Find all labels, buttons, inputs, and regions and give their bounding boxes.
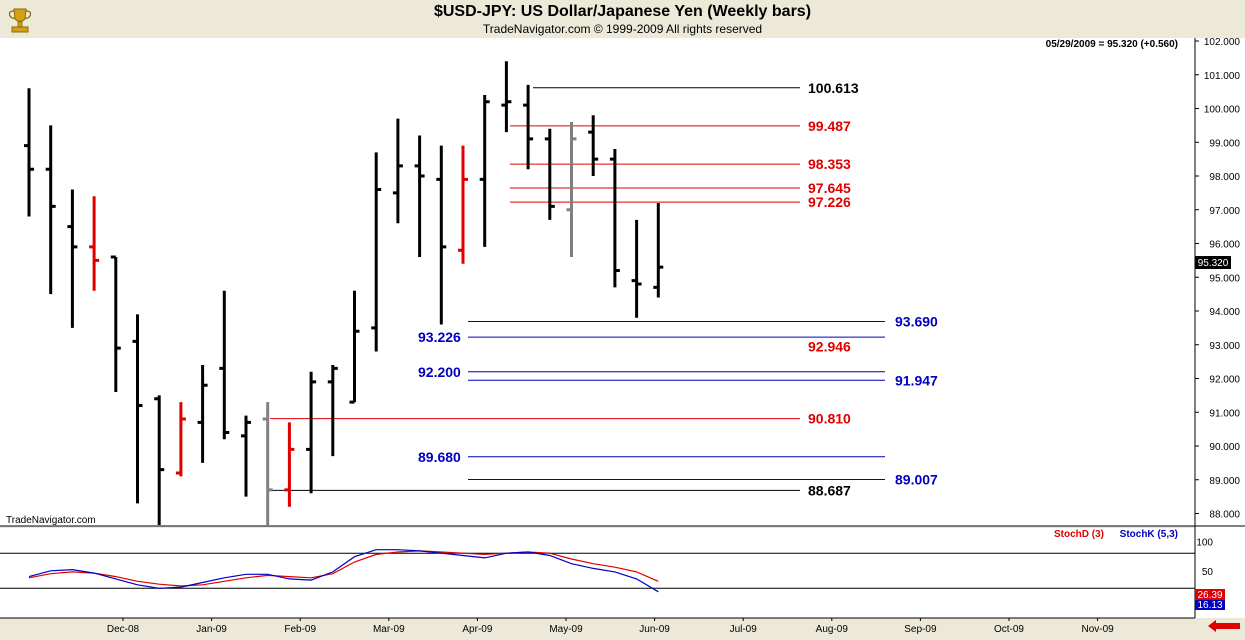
y-tick-label: 88.000 [1209,510,1240,521]
x-tick-label: Aug-09 [816,624,849,635]
level-label: 89.680 [418,449,461,465]
stoch-d-box [1195,589,1225,600]
stoch-tick-label: 50 [1202,567,1214,578]
x-tick-label: May-09 [549,624,583,635]
level-label: 98.353 [808,156,851,172]
level-label: 88.687 [808,482,851,498]
level-label: 90.810 [808,411,851,427]
stoch-k-value: 16.13 [1197,600,1222,611]
x-tick-label: Jan-09 [196,624,227,635]
level-label: 97.226 [808,194,851,210]
level-label: 99.487 [808,118,851,134]
level-label: 100.613 [808,80,859,96]
y-tick-label: 92.000 [1209,375,1240,386]
trophy-logo-icon [8,8,32,33]
price-axis-panel [1195,38,1245,618]
price-bars [24,61,664,525]
y-tick-label: 91.000 [1209,408,1240,419]
x-tick-label: Jun-09 [639,624,670,635]
watermark: TradeNavigator.com [6,515,96,526]
stoch-tick-label: 100 [1196,538,1213,549]
x-tick-label: Nov-09 [1081,624,1114,635]
stoch-d-legend: StochD (3) [1054,529,1104,540]
stoch-k-box [1195,600,1225,610]
x-tick-label: Jul-09 [730,624,758,635]
last-quote: 05/29/2009 = 95.320 (+0.560) [1046,39,1178,50]
level-label: 89.007 [895,472,938,488]
x-tick-label: Dec-08 [107,624,140,635]
stoch-k-legend: StochK (5,3) [1120,529,1178,540]
level-label: 93.690 [895,313,938,329]
last-price-label: 95.320 [1198,258,1229,269]
y-tick-label: 94.000 [1209,307,1240,318]
y-tick-label: 96.000 [1209,240,1240,251]
level-label: 92.946 [808,339,851,355]
y-tick-label: 89.000 [1209,476,1240,487]
page-subtitle: TradeNavigator.com © 1999-2009 All right… [482,22,763,36]
x-tick-label: Oct-09 [994,624,1024,635]
scroll-left-arrow-icon[interactable] [1208,620,1240,632]
level-label: 97.645 [808,180,851,196]
y-tick-label: 93.000 [1209,341,1240,352]
y-tick-label: 100.000 [1204,105,1241,116]
level-label: 92.200 [418,364,461,380]
x-tick-label: Sep-09 [904,624,937,635]
y-tick-label: 101.000 [1204,71,1241,82]
y-tick-label: 98.000 [1209,172,1240,183]
x-tick-label: Feb-09 [284,624,316,635]
level-label: 93.226 [418,329,461,345]
y-tick-label: 102.000 [1204,37,1241,48]
stochastic-lines: 100500 [0,538,1214,607]
x-tick-label: Apr-09 [462,624,492,635]
x-axis-ticks: Dec-08 Jan-09 Feb-09 Mar-09 Apr-09 May-09 Jun-… [107,618,1114,635]
stochastic-panel [0,528,1195,618]
y-tick-label: 95.000 [1209,273,1240,284]
x-tick-label: Mar-09 [373,624,405,635]
last-price-box [1195,256,1231,269]
price-panel [0,38,1195,526]
page-title: $USD-JPY: US Dollar/Japanese Yen (Weekly… [433,3,812,20]
y-tick-label: 99.000 [1209,138,1240,149]
level-label: 91.947 [895,372,938,388]
y-axis-ticks: 102.000 101.000 100.000 99.000 98.000 97.000 9… [1195,37,1240,521]
stoch-d-line [28,550,659,587]
y-tick-label: 97.000 [1209,206,1240,217]
y-tick-label: 90.000 [1209,442,1240,453]
stoch-d-value: 26.39 [1197,590,1222,601]
stoch-k-line [28,549,659,593]
chart-header: $USD-JPY: US Dollar/Japanese Yen (Weekly… [0,0,1245,38]
